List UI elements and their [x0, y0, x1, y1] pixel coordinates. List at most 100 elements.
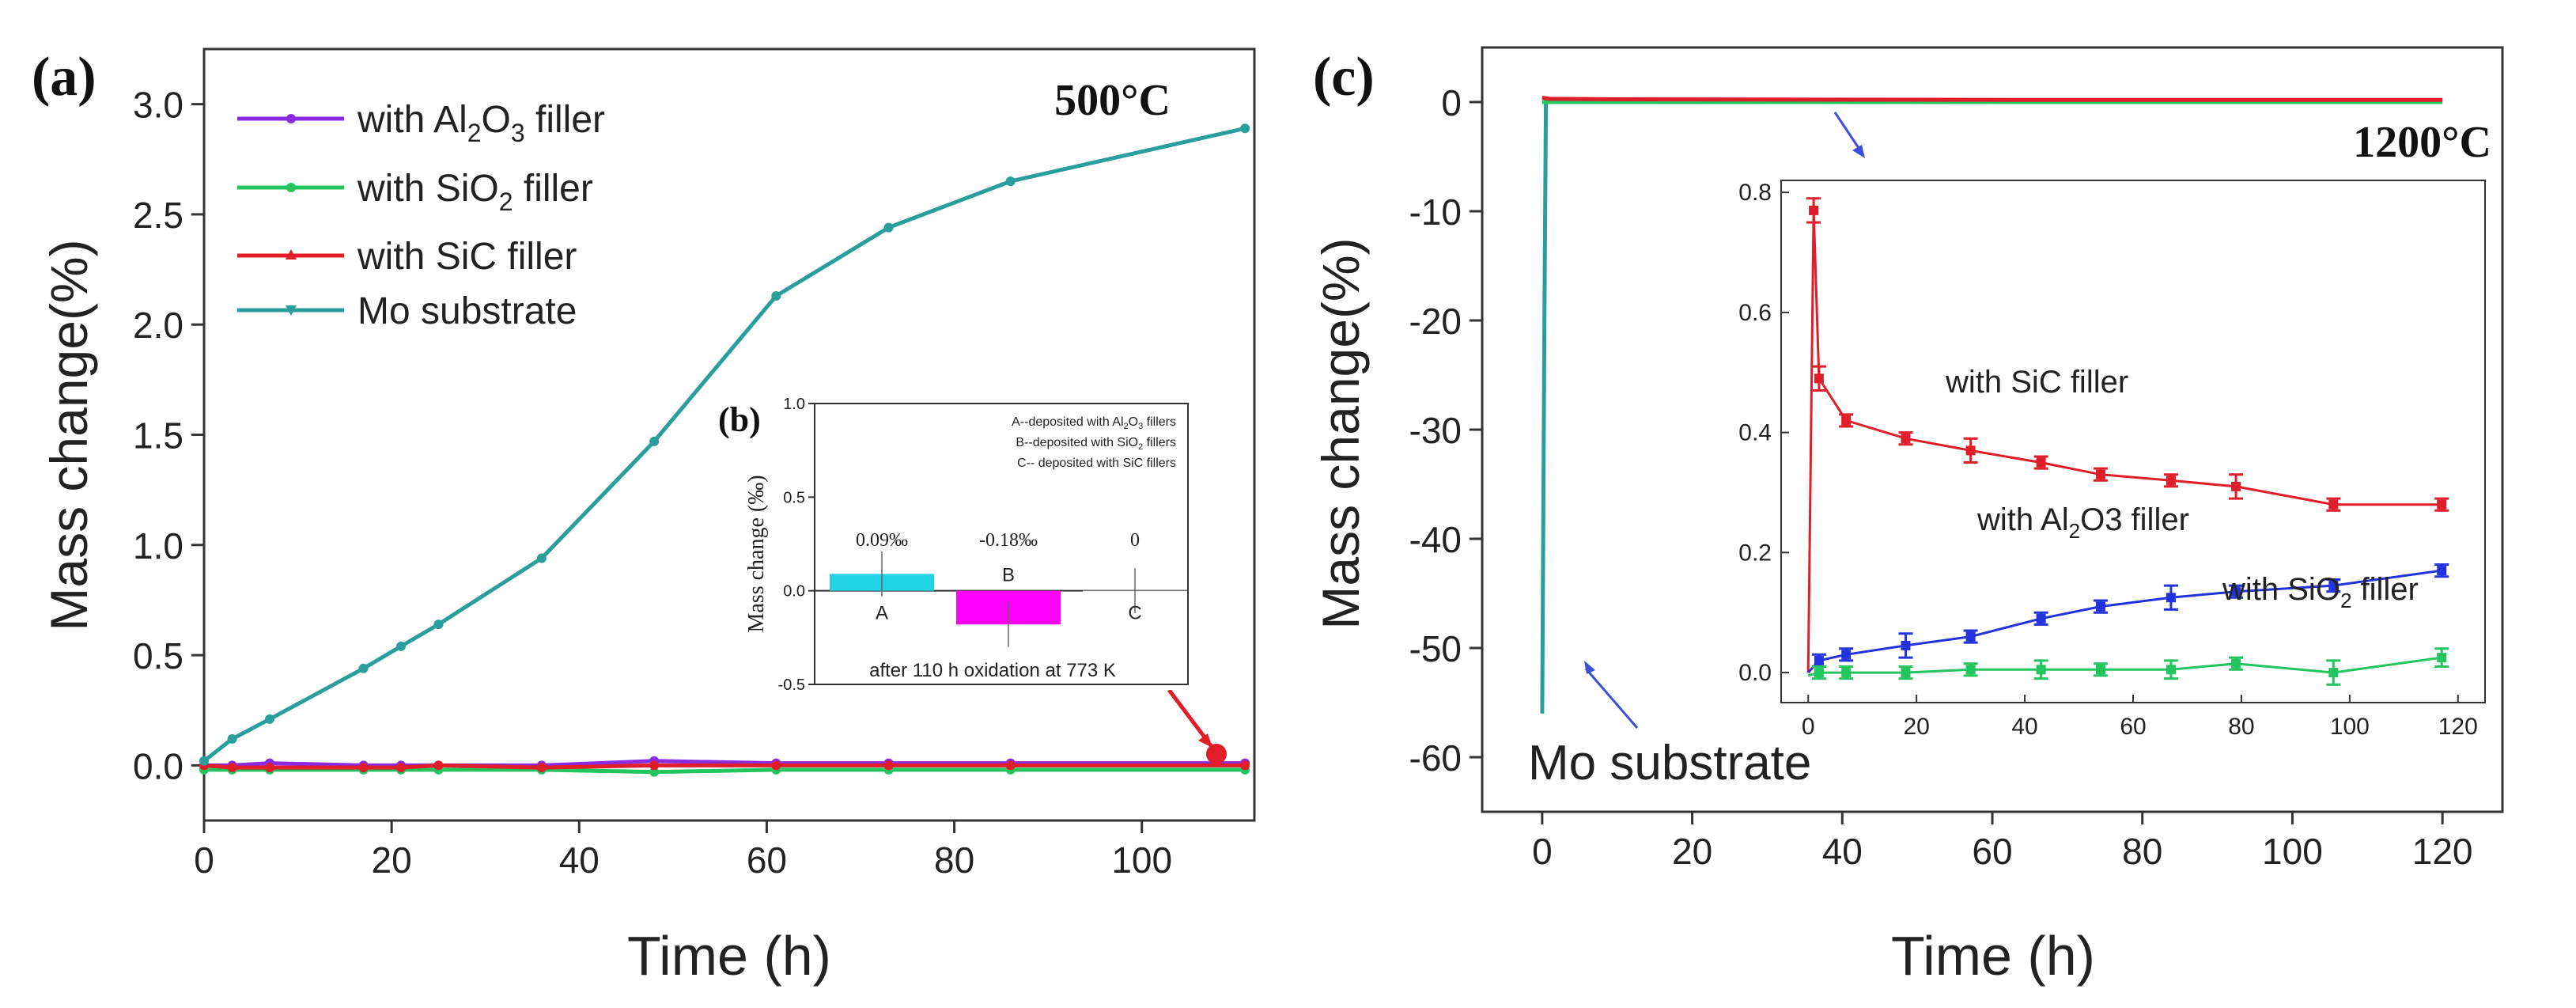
panel-a-red-arrowhead [1198, 733, 1212, 748]
legend-marker-al2o3 [286, 114, 296, 123]
b-y-tick-label: -0.5 [778, 676, 805, 694]
series-point-2 [358, 763, 369, 773]
series-point-3 [1240, 123, 1250, 134]
legend-label-al2o3: with Al2O3 filler [357, 99, 605, 147]
c-x-tick-label: 40 [1822, 831, 1863, 872]
series-line-3 [202, 126, 1246, 763]
series-point-2 [1240, 760, 1250, 771]
panel-a-highlight-point [1206, 744, 1227, 764]
c-x-tick-label: 0 [1532, 831, 1553, 872]
c-y-tick-label: -60 [1409, 737, 1462, 779]
ci-series-point-2 [2328, 668, 2339, 678]
ci-x-tick-label: 100 [2330, 714, 2370, 740]
series-point-2 [649, 760, 660, 771]
ci-series-point-0 [2231, 481, 2241, 491]
inset-y-axis: 0.0 0.2 0.4 0.6 0.8 [1738, 180, 1789, 686]
b-y-tick-label: 0.5 [783, 489, 805, 506]
ci-series-point-0 [1814, 373, 1824, 384]
series-point-1 [649, 767, 660, 777]
c-y-tick-label: 0 [1441, 82, 1462, 123]
series-point-3 [199, 756, 209, 766]
ci-series-point-1 [2095, 601, 2105, 612]
series-point-3 [358, 663, 369, 673]
ci-series-point-0 [2166, 476, 2176, 486]
panel-c-label: (c) [1313, 47, 1375, 108]
legend-label-sic: with SiC filler [357, 236, 577, 278]
ci-series-point-2 [1965, 665, 1976, 675]
panel-a-temperature: 500°C [1054, 76, 1171, 125]
y-tick-label: 2.5 [133, 195, 183, 236]
panel-c-arrow-lower [1584, 668, 1639, 729]
ci-x-tick-label: 0 [1802, 714, 1815, 740]
ci-series-point-0 [2095, 469, 2105, 479]
panel-c-series [1540, 96, 2443, 714]
panel-a-x-axis: 0 20 40 60 80 100 [194, 820, 1172, 881]
series-point-2 [883, 760, 894, 771]
b-category-label: A [876, 603, 888, 624]
series-point-3 [396, 641, 406, 651]
x-tick-label: 20 [372, 839, 412, 881]
panel-b-y-label: Mass change (‰) [744, 475, 769, 632]
ci-series-point-1 [1814, 655, 1824, 665]
ci-series-point-2 [2036, 665, 2046, 675]
ci-x-tick-label: 40 [2011, 714, 2037, 740]
ci-series-point-1 [1841, 650, 1852, 660]
y-tick-label: 0.0 [133, 745, 183, 786]
panel-c-inset: 0.0 0.2 0.4 0.6 0.8 0 20 40 60 80 100 120 with SiC… [1738, 180, 2486, 740]
c-y-tick-label: -40 [1409, 519, 1462, 560]
b-value-label: -0.18‰ [979, 530, 1038, 551]
ci-series-point-0 [1965, 445, 1976, 456]
inset-frame [1780, 180, 2486, 703]
c-y-tick-label: -10 [1409, 191, 1462, 233]
c-x-tick-label: 20 [1672, 831, 1712, 872]
ci-series-line-0 [1806, 210, 2442, 673]
ci-series-point-1 [2036, 613, 2046, 623]
panel-b-notes: A--deposited with Al2O3 fillers B--depos… [1012, 415, 1176, 470]
ci-series-point-0 [2328, 499, 2339, 510]
legend-marker-mo [286, 305, 297, 316]
y-tick-label: 2.0 [133, 305, 183, 346]
series-line-1 [204, 767, 1246, 775]
b-category-label: B [1002, 565, 1015, 586]
ci-x-tick-label: 80 [2228, 714, 2254, 740]
x-tick-label: 40 [559, 839, 600, 881]
series-point-3 [883, 222, 894, 233]
x-tick-label: 0 [194, 839, 214, 881]
series-point-2 [265, 763, 274, 773]
c-y-tick-label: -20 [1409, 301, 1462, 342]
ci-y-tick-label: 0.6 [1738, 300, 1772, 326]
series-point-3 [536, 553, 547, 563]
legend-marker-sio2 [286, 183, 296, 192]
panel-a-x-label: Time (h) [627, 925, 831, 987]
series-point-2 [433, 760, 444, 771]
b-category-label: C [1128, 603, 1141, 624]
ci-y-tick-label: 0.8 [1738, 180, 1772, 206]
x-tick-label: 80 [934, 839, 974, 881]
c-y-tick-label: -50 [1409, 628, 1462, 669]
ci-x-tick-label: 120 [2438, 714, 2478, 740]
ci-y-tick-label: 0.0 [1738, 660, 1772, 686]
c-series-line-2 [1541, 96, 2443, 102]
c-x-tick-label: 100 [2262, 831, 2323, 872]
ci-series-point-1 [2166, 593, 2176, 603]
panel-b-bars: A 0.09‰ B -0.18‰ C 0 [830, 530, 1187, 647]
y-tick-label: 3.0 [133, 85, 183, 126]
ci-y-tick-label: 0.2 [1738, 540, 1772, 566]
inset-label-al2o3: with Al2O3 filler [1976, 502, 2189, 543]
panel-b-label: (b) [718, 400, 761, 439]
ci-series-point-1 [2328, 581, 2339, 591]
panel-b-note-c: C-- deposited with SiC fillers [1017, 457, 1176, 470]
ci-series-point-2 [2095, 665, 2105, 675]
ci-series-point-2 [2437, 653, 2447, 663]
panel-c: (c) 0-10-20-30-40-50-60 0 20 40 60 80 100 120 … [1311, 46, 2504, 987]
ci-series-point-1 [2231, 586, 2241, 597]
b-value-label: 0.09‰ [856, 530, 908, 551]
panel-b-note-a: A--deposited with Al2O3 fillers [1012, 415, 1176, 431]
ci-x-tick-label: 60 [2120, 714, 2146, 740]
series-point-2 [536, 763, 547, 773]
series-point-3 [227, 733, 237, 744]
series-point-3 [649, 436, 660, 446]
c-x-tick-label: 60 [1972, 831, 2012, 872]
panel-a-y-label: Mass change(%) [40, 239, 98, 631]
